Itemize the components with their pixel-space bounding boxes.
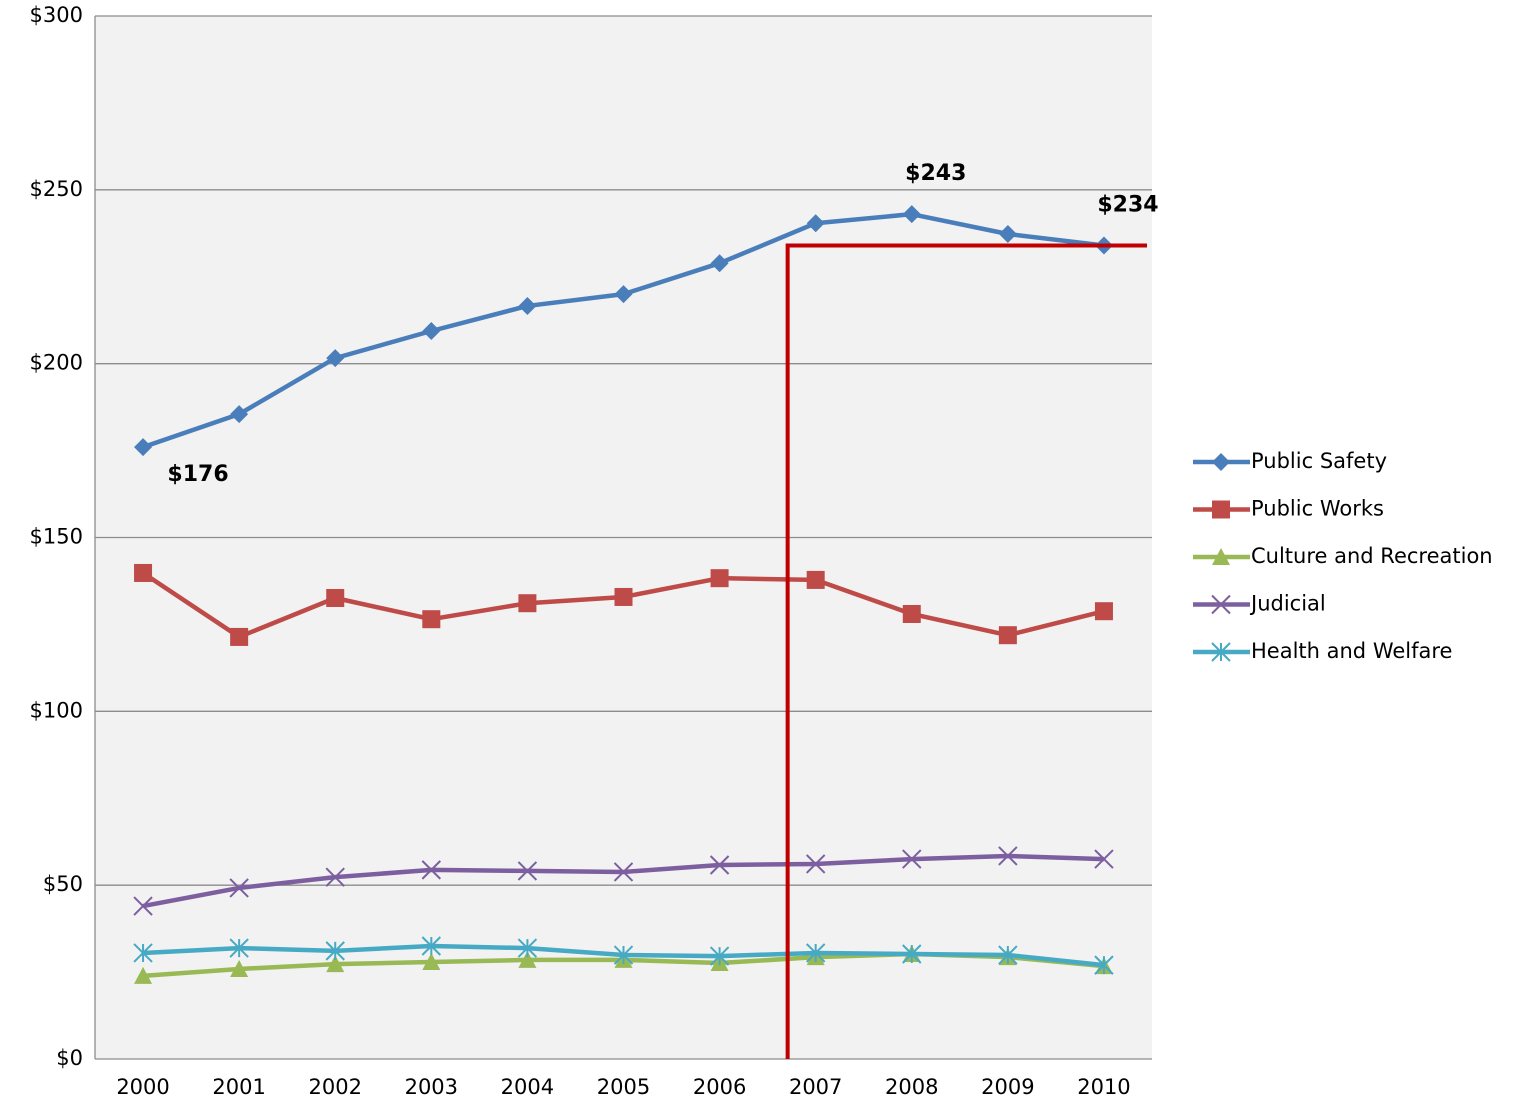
x-tick-label: 2003 (405, 1075, 458, 1099)
legend-label: Public Works (1251, 497, 1384, 521)
marker (422, 953, 441, 971)
marker (517, 861, 538, 881)
marker (902, 849, 922, 869)
marker (325, 941, 345, 961)
marker (614, 587, 633, 606)
marker (710, 254, 729, 273)
y-tick-label: $100 (30, 698, 83, 722)
marker (230, 627, 249, 646)
x-tick-label: 2009 (981, 1075, 1034, 1099)
marker (614, 285, 633, 304)
marker (133, 943, 153, 963)
marker (998, 224, 1017, 243)
marker (806, 214, 825, 233)
marker (134, 966, 153, 984)
marker (805, 943, 826, 963)
marker (326, 588, 345, 607)
x-tick-label: 2010 (1077, 1075, 1130, 1099)
marker (230, 405, 249, 424)
marker (1212, 500, 1230, 519)
marker (325, 867, 345, 887)
marker (1094, 602, 1113, 621)
x-tick-label: 2000 (116, 1075, 169, 1099)
marker (133, 896, 153, 916)
marker (422, 321, 441, 340)
marker (421, 860, 442, 880)
y-tick-label: $150 (30, 525, 83, 549)
y-tick-label: $200 (30, 351, 83, 375)
marker (134, 438, 153, 457)
x-tick-label: 2002 (309, 1075, 362, 1099)
marker (806, 570, 825, 589)
marker (709, 855, 730, 875)
x-tick-label: 2004 (501, 1075, 554, 1099)
marker (902, 205, 921, 224)
y-tick-label: $0 (56, 1046, 83, 1070)
marker (229, 878, 249, 898)
marker (902, 944, 922, 964)
y-tick-label: $50 (43, 872, 83, 896)
marker (902, 604, 921, 623)
marker (230, 959, 249, 977)
marker (710, 569, 729, 588)
x-tick-label: 2006 (693, 1075, 746, 1099)
marker (1212, 548, 1230, 565)
marker (998, 945, 1018, 965)
marker (998, 626, 1017, 645)
marker (421, 936, 442, 956)
marker (1094, 849, 1114, 869)
marker (998, 846, 1018, 866)
marker (709, 946, 730, 966)
y-tick-label: $250 (30, 177, 83, 201)
marker (326, 349, 345, 368)
marker (1211, 594, 1231, 615)
marker (517, 938, 538, 958)
x-tick-label: 2007 (789, 1075, 842, 1099)
marker (326, 955, 345, 973)
x-tick-label: 2005 (597, 1075, 650, 1099)
legend-label: Health and Welfare (1251, 639, 1452, 663)
y-tick-label: $300 (30, 3, 83, 27)
value-label: $176 (167, 462, 228, 487)
marker (518, 950, 537, 968)
legend-label: Judicial (1249, 592, 1326, 616)
marker (1094, 955, 1114, 975)
marker (613, 945, 634, 965)
x-tick-label: 2008 (885, 1075, 938, 1099)
marker (1212, 453, 1230, 471)
value-label: $234 (1097, 192, 1158, 217)
x-tick-label: 2001 (212, 1075, 265, 1099)
legend-label: Culture and Recreation (1251, 544, 1493, 568)
marker (134, 563, 153, 582)
marker (422, 610, 441, 629)
marker (518, 594, 537, 613)
marker (229, 938, 249, 958)
marker (613, 862, 634, 882)
value-label: $243 (905, 161, 966, 186)
marker (1211, 642, 1231, 662)
marker (518, 296, 537, 315)
marker (805, 854, 826, 874)
legend-label: Public Safety (1251, 449, 1387, 473)
